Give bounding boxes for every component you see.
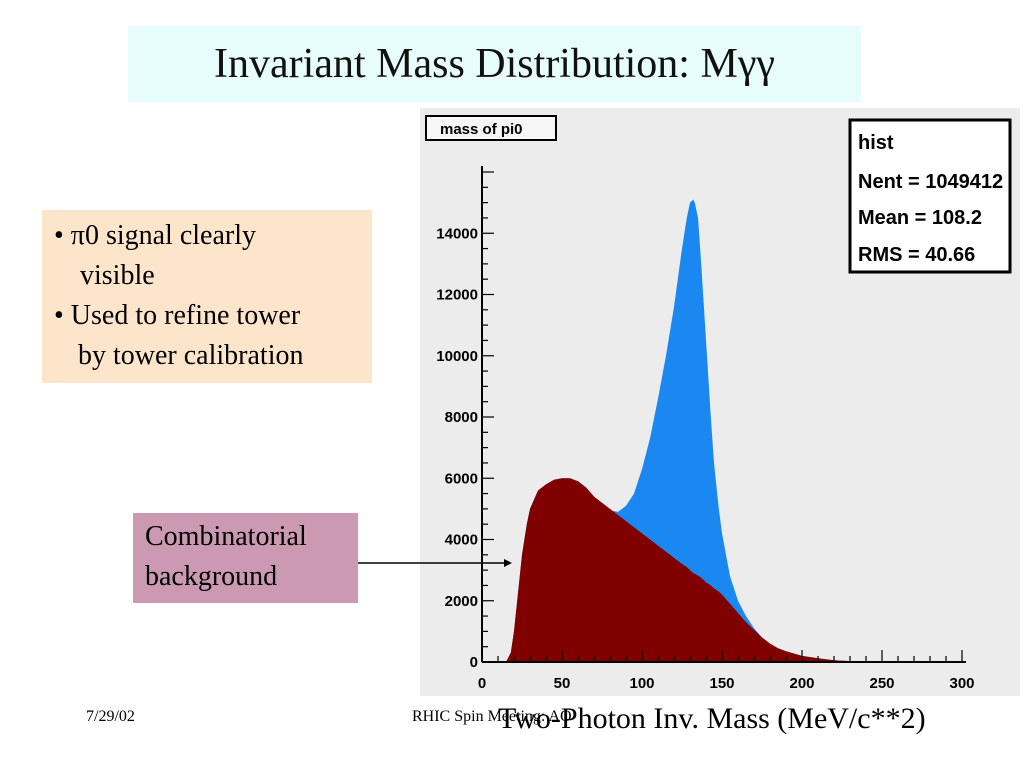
x-tick-label: 250 <box>869 675 894 692</box>
x-tick-label: 50 <box>554 675 571 692</box>
callout-line-2: background <box>145 561 278 592</box>
bullet-line-3: • Used to refine tower <box>54 300 301 331</box>
series-area-background <box>506 478 882 662</box>
y-tick-label: 12000 <box>436 287 478 304</box>
notes-box: • π0 signal clearly visible • Used to re… <box>42 210 372 383</box>
slide-title: Invariant Mass Distribution: Mγγ <box>214 41 775 87</box>
bullet-line-1: • π0 signal clearly <box>54 220 256 251</box>
y-tick-label: 2000 <box>445 593 478 610</box>
x-tick-label: 0 <box>478 675 486 692</box>
hist-title-box <box>425 115 557 141</box>
y-tick-label: 6000 <box>445 470 478 487</box>
x-tick-label: 300 <box>949 675 974 692</box>
stats-mean: Mean = 108.2 <box>858 207 982 229</box>
y-tick-label: 0 <box>470 654 478 671</box>
callout-arrow-head <box>504 559 512 567</box>
y-tick-label: 10000 <box>436 348 478 365</box>
title-banner: Invariant Mass Distribution: Mγγ <box>128 26 861 102</box>
stats-entries: Nent = 1049412 <box>858 171 1003 193</box>
x-tick-label: 100 <box>629 675 654 692</box>
footer-meeting: RHIC Spin Meeting: AO <box>412 708 572 725</box>
background-callout: Combinatorial background <box>133 513 358 603</box>
bullet-line-4: by tower calibration <box>78 340 304 371</box>
stats-rms: RMS = 40.66 <box>858 244 975 266</box>
footer-date: 7/29/02 <box>86 708 135 725</box>
x-tick-label: 200 <box>789 675 814 692</box>
stats-box <box>848 118 1012 274</box>
x-tick-label: 150 <box>709 675 734 692</box>
y-tick-label: 14000 <box>436 225 478 242</box>
x-axis-title: Two-Photon Inv. Mass (MeV/c**2) <box>498 702 926 735</box>
callout-line-1: Combinatorial <box>145 521 307 552</box>
y-tick-label: 4000 <box>445 532 478 549</box>
hist-title: mass of pi0 <box>440 121 523 138</box>
y-tick-label: 8000 <box>445 409 478 426</box>
bullet-line-2: visible <box>80 260 155 291</box>
stats-label: hist <box>858 132 894 154</box>
